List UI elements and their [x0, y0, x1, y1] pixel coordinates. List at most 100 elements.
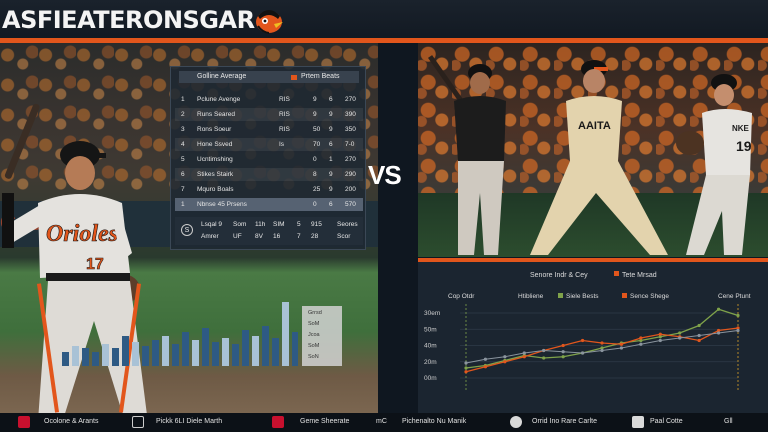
y-axis-ticks: 30em 50m 40m 20m 00m [424, 310, 440, 382]
batter-figure: Orioles 17 [2, 103, 147, 413]
series-point [697, 323, 701, 328]
row-label: Runs Seared [197, 111, 235, 118]
table-row[interactable]: 1 Pclune Avenge RIS 9 6 270 [175, 93, 363, 106]
series-point [716, 328, 721, 333]
players-figures: AAITA NKE 19 [428, 55, 752, 255]
footer-cell: 5 [297, 221, 301, 228]
legend-item: SoN [308, 354, 319, 360]
mini-bar [102, 344, 109, 366]
row-value-b: 9 [329, 111, 333, 118]
legend-item: Jcoa [308, 332, 320, 338]
footer-item[interactable]: Orrid Ino Rare Carlte [532, 418, 597, 425]
footer-cell: 7 [297, 233, 301, 240]
row-code: RIS [279, 96, 290, 103]
chart-series [464, 307, 740, 374]
series-point [464, 370, 468, 374]
footer-item[interactable]: Ocolone & Arants [44, 418, 99, 425]
row-value-c: 200 [345, 186, 356, 193]
series-line [465, 308, 739, 369]
footer-cell: Lsqal 9 [201, 221, 222, 228]
row-value-a: 50 [313, 126, 321, 133]
series-point [600, 346, 604, 350]
mini-bar [142, 346, 149, 366]
series-point [483, 365, 488, 369]
series-point [600, 341, 604, 345]
mini-bar [222, 338, 229, 366]
mini-bar [162, 336, 169, 366]
row-label: Ucntimshing [197, 156, 233, 163]
footer-cell: UF [233, 233, 242, 240]
chart-accent-rule [418, 258, 768, 262]
footer-cell: 16 [273, 233, 281, 240]
page-title: ASFIEATERONSGAR [2, 6, 255, 34]
footer-cell: Scor [337, 233, 351, 240]
table-row[interactable]: 4 Hone Ssved Is 70 6 7-0 [175, 138, 363, 151]
series-point [542, 348, 546, 353]
row-code: Is [279, 141, 285, 148]
row-value-b: 1 [329, 156, 333, 163]
jersey-center-text: AAITA [578, 120, 611, 132]
row-code: RIS [279, 126, 290, 133]
series-point [736, 328, 740, 333]
footer-bar: Ocolone & Arants Pickk 6LI Diele Marth G… [0, 413, 768, 432]
row-label: Mquro Boals [197, 186, 234, 193]
series-point [716, 331, 721, 335]
series-point [503, 355, 507, 359]
jersey-number: 17 [86, 256, 104, 273]
row-label: Hone Ssved [197, 141, 233, 148]
row-code: RIS [279, 111, 290, 118]
series-point [619, 342, 624, 346]
series-point [639, 342, 643, 346]
line-chart: Senore Indr & Cey Tete Mrsad Cop Otdr Ht… [424, 271, 751, 392]
stats-footer-icon: S [181, 224, 193, 236]
y-tick-label: 20m [424, 359, 437, 366]
series-point [561, 343, 565, 348]
footer-item[interactable]: Pichenalto Nu Manik [402, 418, 467, 425]
table-row[interactable]: 5 Ucntimshing 0 1 270 [175, 153, 363, 166]
footer-cell: 11h [255, 221, 266, 228]
col-label: Cop Otdr [448, 293, 475, 300]
table-row[interactable]: 3 Rons Soeur RIS 50 9 350 [175, 123, 363, 136]
row-label: Stikes Stairk [197, 171, 234, 178]
mini-bar [282, 302, 289, 366]
series-point [697, 338, 701, 343]
table-row-highlighted[interactable]: 1 Nbnse 45 Prsens 0 6 570 [175, 198, 363, 211]
legend-header-swatch [614, 271, 619, 276]
footer-item[interactable]: Gll [724, 418, 733, 425]
mlb-logo-icon [18, 416, 30, 428]
col-label: Cene Ptunt [718, 293, 751, 300]
footer-item[interactable]: Geme Sheerate [300, 418, 350, 425]
stats-table-panel: Golline Average Prtem Beats 1 Pclune Ave… [170, 66, 366, 250]
series-point [522, 351, 526, 355]
row-value-b: 6 [329, 141, 333, 148]
chart-title: Senore Indr & Cey [530, 272, 588, 279]
mini-bar [232, 344, 239, 366]
mini-bar-chart [62, 302, 298, 366]
stats-table-footer: S Lsqal 9 Som 11h SIM 5 915 Seores Amrer… [175, 217, 363, 245]
line-chart-panel: Senore Indr & Cey Tete Mrsad Cop Otdr Ht… [418, 258, 768, 413]
row-value-c: 390 [345, 111, 356, 118]
mini-bar [72, 346, 79, 366]
table-row[interactable]: 2 Runs Seared RIS 9 9 390 [175, 108, 363, 121]
legend-header: Tete Mrsad [622, 272, 657, 279]
row-value-c: 570 [345, 201, 356, 208]
mini-bar [252, 336, 259, 366]
footer-cell: SIM [273, 221, 285, 228]
series-point [658, 338, 662, 343]
row-value-a: 0 [313, 156, 317, 163]
series-point [678, 336, 682, 340]
header-bar: ASFIEATERONSGAR [0, 0, 768, 40]
footer-item[interactable]: Pickk 6LI Diele Marth [156, 418, 223, 425]
table-row[interactable]: 7 Mquro Boals 25 9 200 [175, 183, 363, 196]
series-point [580, 338, 585, 343]
mini-bar [202, 328, 209, 366]
row-value-b: 6 [329, 201, 333, 208]
series-point [483, 357, 488, 361]
row-value-c: 270 [345, 156, 356, 163]
footer-item[interactable]: Paal Cotte [650, 418, 683, 425]
row-num: 1 [181, 96, 185, 103]
stats-table-header: Golline Average Prtem Beats [179, 71, 359, 83]
table-row[interactable]: 6 Stikes Stairk 8 9 290 [175, 168, 363, 181]
legend-item: SoM [308, 321, 320, 327]
legend-item: SoM [308, 343, 320, 349]
